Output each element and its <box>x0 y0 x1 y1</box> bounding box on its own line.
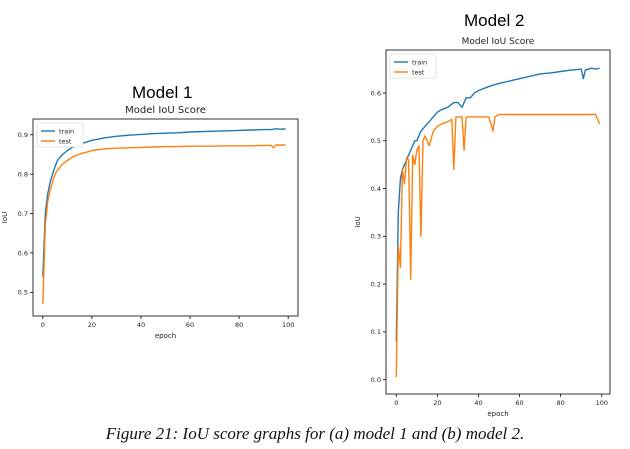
y-tick-label: 0.4 <box>371 185 381 193</box>
model-1-suptitle: Model 1 <box>132 83 193 102</box>
x-tick-label: 60 <box>515 399 523 407</box>
model-2-iou-chart: Model IoU Score 0 20 40 60 80 100 0.0 0.1 0.2 0.3 0… <box>354 37 611 417</box>
y-tick-label: 0.8 <box>18 170 28 178</box>
series-line-train <box>395 67 600 342</box>
y-tick-label: 0.5 <box>18 289 28 297</box>
x-tick-label: 80 <box>235 321 243 329</box>
chart-title: Model IoU Score <box>462 37 535 47</box>
series-line-test <box>42 144 286 305</box>
legend-label-train: train <box>59 127 74 135</box>
x-tick-label: 60 <box>186 321 194 329</box>
model-1-iou-chart: Model IoU Score 0 20 40 60 80 100 0.5 0.6 0.7 0.8 0… <box>1 105 299 340</box>
legend-label-test: test <box>59 137 72 145</box>
x-tick-label: 20 <box>433 399 441 407</box>
x-axis-label: epoch <box>155 332 176 340</box>
x-tick-label: 0 <box>394 399 398 407</box>
series-line-train <box>42 128 286 277</box>
x-tick-label: 0 <box>41 321 45 329</box>
chart-title: Model IoU Score <box>125 105 206 116</box>
y-tick-label: 0.5 <box>371 137 381 145</box>
x-tick-label: 40 <box>137 321 145 329</box>
y-tick-label: 0.9 <box>18 131 28 139</box>
y-tick-label: 0.1 <box>371 328 381 336</box>
x-tick-label: 20 <box>88 321 96 329</box>
y-tick-label: 0.6 <box>18 249 28 257</box>
y-tick-label: 0.3 <box>371 233 381 241</box>
plot-frame <box>385 49 611 395</box>
legend-label-train: train <box>412 58 427 66</box>
y-tick-label: 0.6 <box>371 89 381 97</box>
model-2-suptitle: Model 2 <box>464 11 525 30</box>
y-axis-label: IoU <box>1 212 9 223</box>
legend-label-test: test <box>412 68 425 76</box>
y-axis-label: IoU <box>354 216 362 227</box>
x-tick-label: 80 <box>557 399 565 407</box>
plot-frame <box>32 118 299 317</box>
figure-caption: Figure 21: IoU score graphs for (a) mode… <box>105 424 525 443</box>
y-tick-label: 0.0 <box>371 376 381 384</box>
x-tick-label: 100 <box>596 399 608 407</box>
x-axis-label: epoch <box>487 410 508 417</box>
y-tick-label: 0.2 <box>371 280 381 288</box>
x-tick-label: 100 <box>282 321 294 329</box>
x-tick-label: 40 <box>474 399 482 407</box>
y-tick-label: 0.7 <box>18 210 28 218</box>
series-line-test <box>395 113 601 378</box>
